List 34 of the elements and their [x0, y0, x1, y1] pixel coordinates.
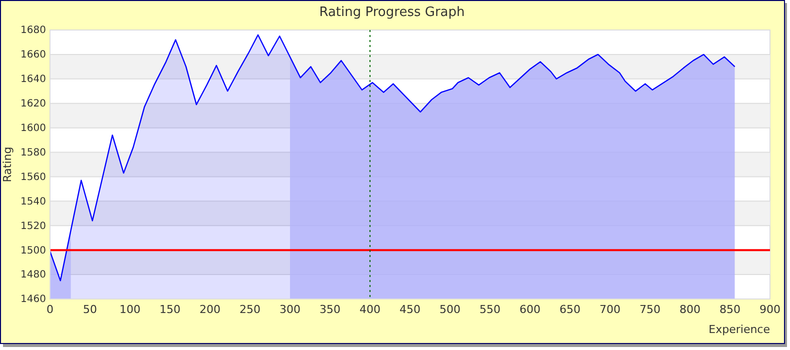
y-tick-label: 1600	[20, 123, 46, 134]
x-tick-label: 900	[760, 302, 780, 316]
x-tick-label: 200	[200, 302, 220, 316]
y-tick-label: 1500	[20, 245, 46, 256]
x-tick-label: 650	[560, 302, 580, 316]
x-tick-label: 350	[320, 302, 340, 316]
x-tick-label: 50	[83, 302, 97, 316]
x-tick-label: 250	[240, 302, 260, 316]
x-tick-label: 100	[120, 302, 140, 316]
x-tick-label: 800	[680, 302, 700, 316]
x-tick-label: 0	[46, 302, 54, 316]
x-tick-label: 400	[360, 302, 380, 316]
y-tick-label: 1540	[20, 196, 46, 208]
x-tick-label: 850	[720, 302, 740, 316]
x-tick-label: 150	[160, 302, 180, 316]
y-tick-label: 1640	[20, 74, 46, 86]
y-tick-label: 1480	[20, 270, 46, 281]
y-tick-label: 1620	[20, 98, 46, 110]
x-tick-label: 550	[480, 302, 500, 316]
y-axis-title: Rating	[1, 146, 14, 182]
x-tick-label: 750	[640, 302, 660, 316]
x-tick-label: 300	[280, 302, 300, 316]
y-tick-label: 1680	[20, 25, 46, 36]
x-tick-label: 700	[600, 302, 620, 316]
x-axis-title: Experience	[708, 323, 770, 336]
y-tick-label: 1660	[20, 50, 46, 61]
y-tick-label: 1520	[20, 220, 46, 232]
chart-title: Rating Progress Graph	[319, 5, 465, 20]
y-tick-label: 1560	[20, 172, 46, 183]
x-tick-label: 600	[520, 302, 540, 316]
x-tick-label: 500	[440, 302, 460, 316]
y-tick-label: 1580	[20, 147, 46, 158]
x-tick-label: 450	[400, 302, 420, 316]
y-tick-label: 1460	[20, 294, 46, 306]
